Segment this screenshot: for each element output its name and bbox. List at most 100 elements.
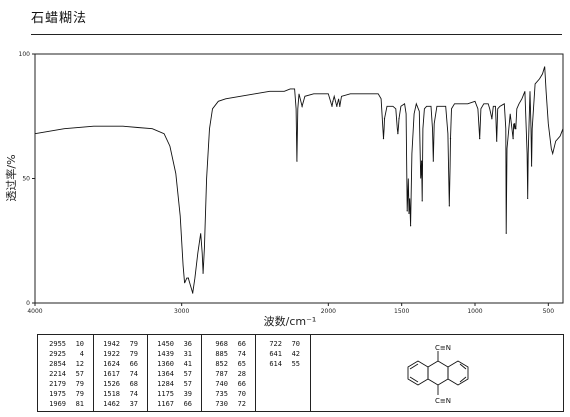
peak-row: 735 70 xyxy=(204,389,246,399)
peak-point xyxy=(514,123,516,125)
peak-transmittance: 70 xyxy=(291,340,300,348)
peak-point xyxy=(491,118,493,120)
peak-row: 722 70 xyxy=(258,339,300,349)
peak-wavenumber: 885 xyxy=(215,350,228,358)
peak-point xyxy=(187,277,189,279)
peak-point xyxy=(406,210,408,212)
peak-row: 1969 81 xyxy=(42,399,84,409)
peak-wavenumber: 722 xyxy=(269,340,282,348)
peak-wavenumber: 2925 xyxy=(49,350,66,358)
dicyanoanthracene-structure: C≡N C≡N xyxy=(407,344,469,405)
peak-transmittance: 66 xyxy=(183,400,192,408)
x-tick-label: 1500 xyxy=(394,308,409,315)
peak-wavenumber: 1518 xyxy=(103,390,120,398)
peak-transmittance: 39 xyxy=(183,390,192,398)
x-axis-title: 波数/cm⁻¹ xyxy=(264,315,317,328)
peak-wavenumber: 787 xyxy=(215,370,228,378)
peak-point xyxy=(531,165,533,167)
peak-row: 641 42 xyxy=(258,349,300,359)
peak-row: 1975 79 xyxy=(42,389,84,399)
peak-column: 722 70 641 42 614 55 xyxy=(258,339,300,369)
peak-point xyxy=(421,160,423,162)
peak-point xyxy=(296,160,298,162)
peak-point xyxy=(408,212,410,214)
peak-point xyxy=(479,138,481,140)
peak-row: 885 74 xyxy=(204,349,246,359)
y-tick-label: 100 xyxy=(19,51,31,58)
peak-row: 1450 36 xyxy=(150,339,192,349)
peak-row: 1167 66 xyxy=(150,399,192,409)
peak-wavenumber: 1975 xyxy=(49,390,66,398)
peak-point xyxy=(496,140,498,142)
peak-wavenumber: 614 xyxy=(269,360,282,368)
ir-spectrum-chart: 0 50 100 4000 3000 2000 1500 1000 500 透过率/% 波数/… xyxy=(4,51,564,328)
peak-point xyxy=(336,105,338,107)
peak-row: 2854 12 xyxy=(42,359,84,369)
peak-wavenumber: 735 xyxy=(215,390,228,398)
x-tick-label: 4000 xyxy=(27,308,42,315)
y-tick-label: 0 xyxy=(26,300,30,307)
peak-point xyxy=(449,138,452,140)
peak-wavenumber: 2854 xyxy=(49,360,66,368)
peak-wavenumber: 1969 xyxy=(49,400,66,408)
peak-wavenumber: 641 xyxy=(269,350,282,358)
peak-table: 2955 10 2925 4 2854 12 2214 57 2179 79 1975 79 1969 8… xyxy=(37,334,564,412)
peak-row: 1284 57 xyxy=(150,379,192,389)
peak-point xyxy=(332,100,334,102)
spectrum-line xyxy=(34,66,564,294)
peak-transmittance: 70 xyxy=(237,390,246,398)
peak-point xyxy=(512,138,514,140)
peak-wavenumber: 1167 xyxy=(157,400,174,408)
peak-row: 1462 37 xyxy=(96,399,138,409)
peak-transmittance: 66 xyxy=(237,380,246,388)
title-divider xyxy=(31,34,562,35)
peak-point xyxy=(192,292,194,294)
peak-wavenumber: 1284 xyxy=(157,380,174,388)
column-divider xyxy=(310,335,311,411)
peak-point xyxy=(432,160,434,162)
peak-point xyxy=(397,133,399,135)
peak-wavenumber: 2955 xyxy=(49,340,66,348)
peak-row: 1439 31 xyxy=(150,349,192,359)
peak-wavenumber: 1462 xyxy=(103,400,120,408)
peak-wavenumber: 1922 xyxy=(103,350,120,358)
peak-column: 1450 36 1439 31 1360 41 1364 57 1284 57 1175 39 1167… xyxy=(150,339,192,409)
x-tick-label: 500 xyxy=(543,308,555,315)
peak-transmittance: 74 xyxy=(129,390,138,398)
peak-column: 968 66 885 74 852 65 787 28 740 66 735 70 730 72 xyxy=(204,339,246,409)
peak-row: 968 66 xyxy=(204,339,246,349)
peak-transmittance: 74 xyxy=(237,350,246,358)
peak-wavenumber: 1450 xyxy=(157,340,174,348)
ring-right xyxy=(447,360,469,386)
peak-point xyxy=(421,200,423,202)
peak-transmittance: 55 xyxy=(291,360,300,368)
peak-row: 1624 66 xyxy=(96,359,138,369)
peak-transmittance: 28 xyxy=(237,370,246,378)
peak-point xyxy=(513,128,515,130)
peak-point xyxy=(505,232,507,234)
peak-point xyxy=(448,205,450,207)
peak-wavenumber: 1617 xyxy=(103,370,120,378)
peak-wavenumber: 730 xyxy=(215,400,228,408)
peak-transmittance: 57 xyxy=(183,380,192,388)
peak-row: 1364 57 xyxy=(150,369,192,379)
column-divider xyxy=(255,335,256,411)
peak-row: 2179 79 xyxy=(42,379,84,389)
peak-transmittance: 72 xyxy=(237,400,246,408)
peak-transmittance: 37 xyxy=(129,400,138,408)
peak-transmittance: 74 xyxy=(129,370,138,378)
peak-transmittance: 66 xyxy=(129,360,138,368)
peak-wavenumber: 2214 xyxy=(49,370,66,378)
peak-point xyxy=(339,105,341,107)
peak-row: 1942 79 xyxy=(96,339,138,349)
peak-wavenumber: 1364 xyxy=(157,370,174,378)
y-axis-title: 透过率/% xyxy=(4,154,18,201)
peak-transmittance: 12 xyxy=(75,360,84,368)
peak-transmittance: 57 xyxy=(183,370,192,378)
peak-row: 1175 39 xyxy=(150,389,192,399)
ring-left xyxy=(407,360,429,386)
x-tick-label: 3000 xyxy=(174,308,189,315)
peak-transmittance: 68 xyxy=(129,380,138,388)
peak-transmittance: 79 xyxy=(75,380,84,388)
peak-transmittance: 31 xyxy=(183,350,192,358)
